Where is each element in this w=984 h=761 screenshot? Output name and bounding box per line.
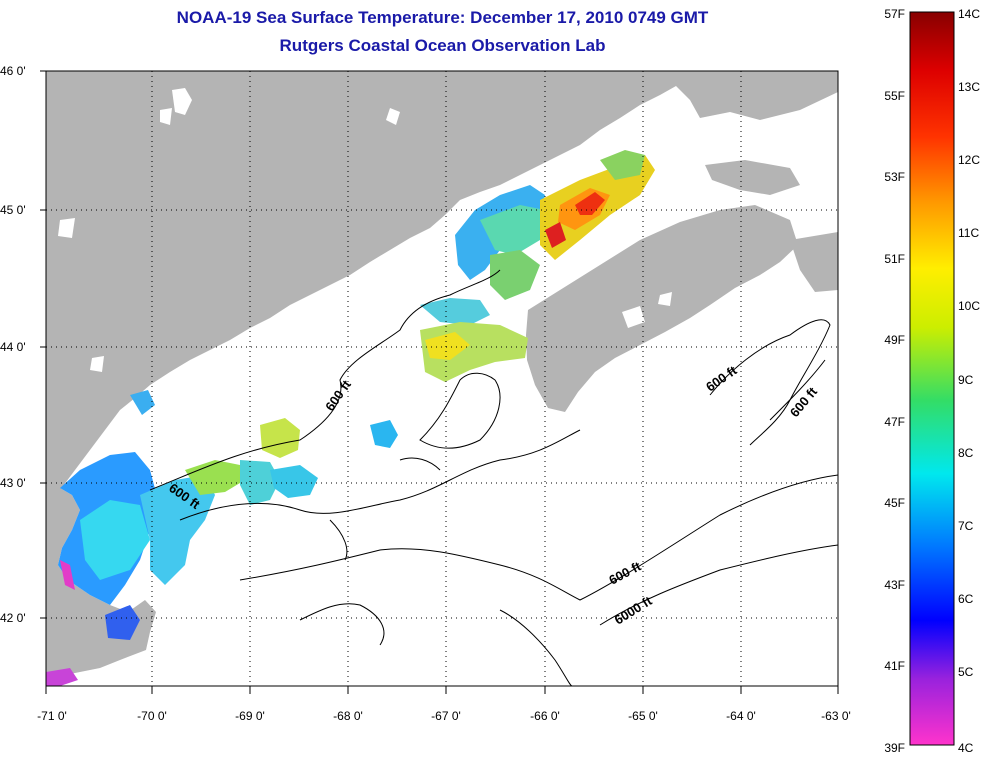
inland-lakes <box>58 88 672 372</box>
colorbar-f-label: 47F <box>884 415 905 429</box>
lon-label: -70 0' <box>137 709 167 723</box>
map-grid <box>46 71 838 686</box>
colorbar-c-label: 5C <box>958 665 974 679</box>
lon-label: -69 0' <box>235 709 265 723</box>
lon-label: -66 0' <box>530 709 560 723</box>
colorbar-f-label: 55F <box>884 89 905 103</box>
colorbar <box>909 11 955 746</box>
lat-label: 44 0' <box>0 340 26 354</box>
lon-label: -68 0' <box>333 709 363 723</box>
land-maine-newbrunswick <box>46 71 838 500</box>
lon-label: -67 0' <box>431 709 461 723</box>
depth-contours <box>149 269 838 686</box>
colorbar-c-label: 14C <box>958 7 980 21</box>
colorbar-f-label: 45F <box>884 496 905 510</box>
colorbar-c-label: 11C <box>958 226 979 240</box>
colorbar-c-label: 10C <box>958 299 980 313</box>
land-nova-scotia <box>526 205 798 412</box>
map-ticks <box>40 70 839 694</box>
lon-label: -71 0' <box>37 709 67 723</box>
lon-label: -64 0' <box>726 709 756 723</box>
colorbar-c-label: 7C <box>958 519 974 533</box>
land-pei <box>705 160 800 195</box>
land-cape-breton <box>790 232 838 292</box>
map-subtitle: Rutgers Coastal Ocean Observation Lab <box>279 36 606 55</box>
lat-label: 42 0' <box>0 611 26 625</box>
lon-label: -65 0' <box>628 709 658 723</box>
lat-label: 46 0' <box>0 64 26 78</box>
colorbar-c-label: 12C <box>958 153 980 167</box>
colorbar-c-label: 4C <box>958 741 974 755</box>
colorbar-f-label: 49F <box>884 333 905 347</box>
map-title: NOAA-19 Sea Surface Temperature: Decembe… <box>176 8 709 27</box>
lat-label: 43 0' <box>0 476 26 490</box>
sst-coverage <box>46 150 655 686</box>
colorbar-f-label: 39F <box>884 741 905 755</box>
colorbar-c-label: 13C <box>958 80 980 94</box>
colorbar-f-label: 43F <box>884 578 905 592</box>
colorbar-c-label: 6C <box>958 592 974 606</box>
lon-label: -63 0' <box>821 709 851 723</box>
colorbar-f-label: 53F <box>884 170 905 184</box>
colorbar-f-label: 41F <box>884 659 905 673</box>
colorbar-f-label: 57F <box>884 7 905 21</box>
map-border <box>45 70 839 687</box>
land-cape-cod <box>128 600 156 632</box>
colorbar-c-label: 8C <box>958 446 974 460</box>
lat-label: 45 0' <box>0 203 26 217</box>
colorbar-c-label: 9C <box>958 373 974 387</box>
colorbar-f-label: 51F <box>884 252 905 266</box>
